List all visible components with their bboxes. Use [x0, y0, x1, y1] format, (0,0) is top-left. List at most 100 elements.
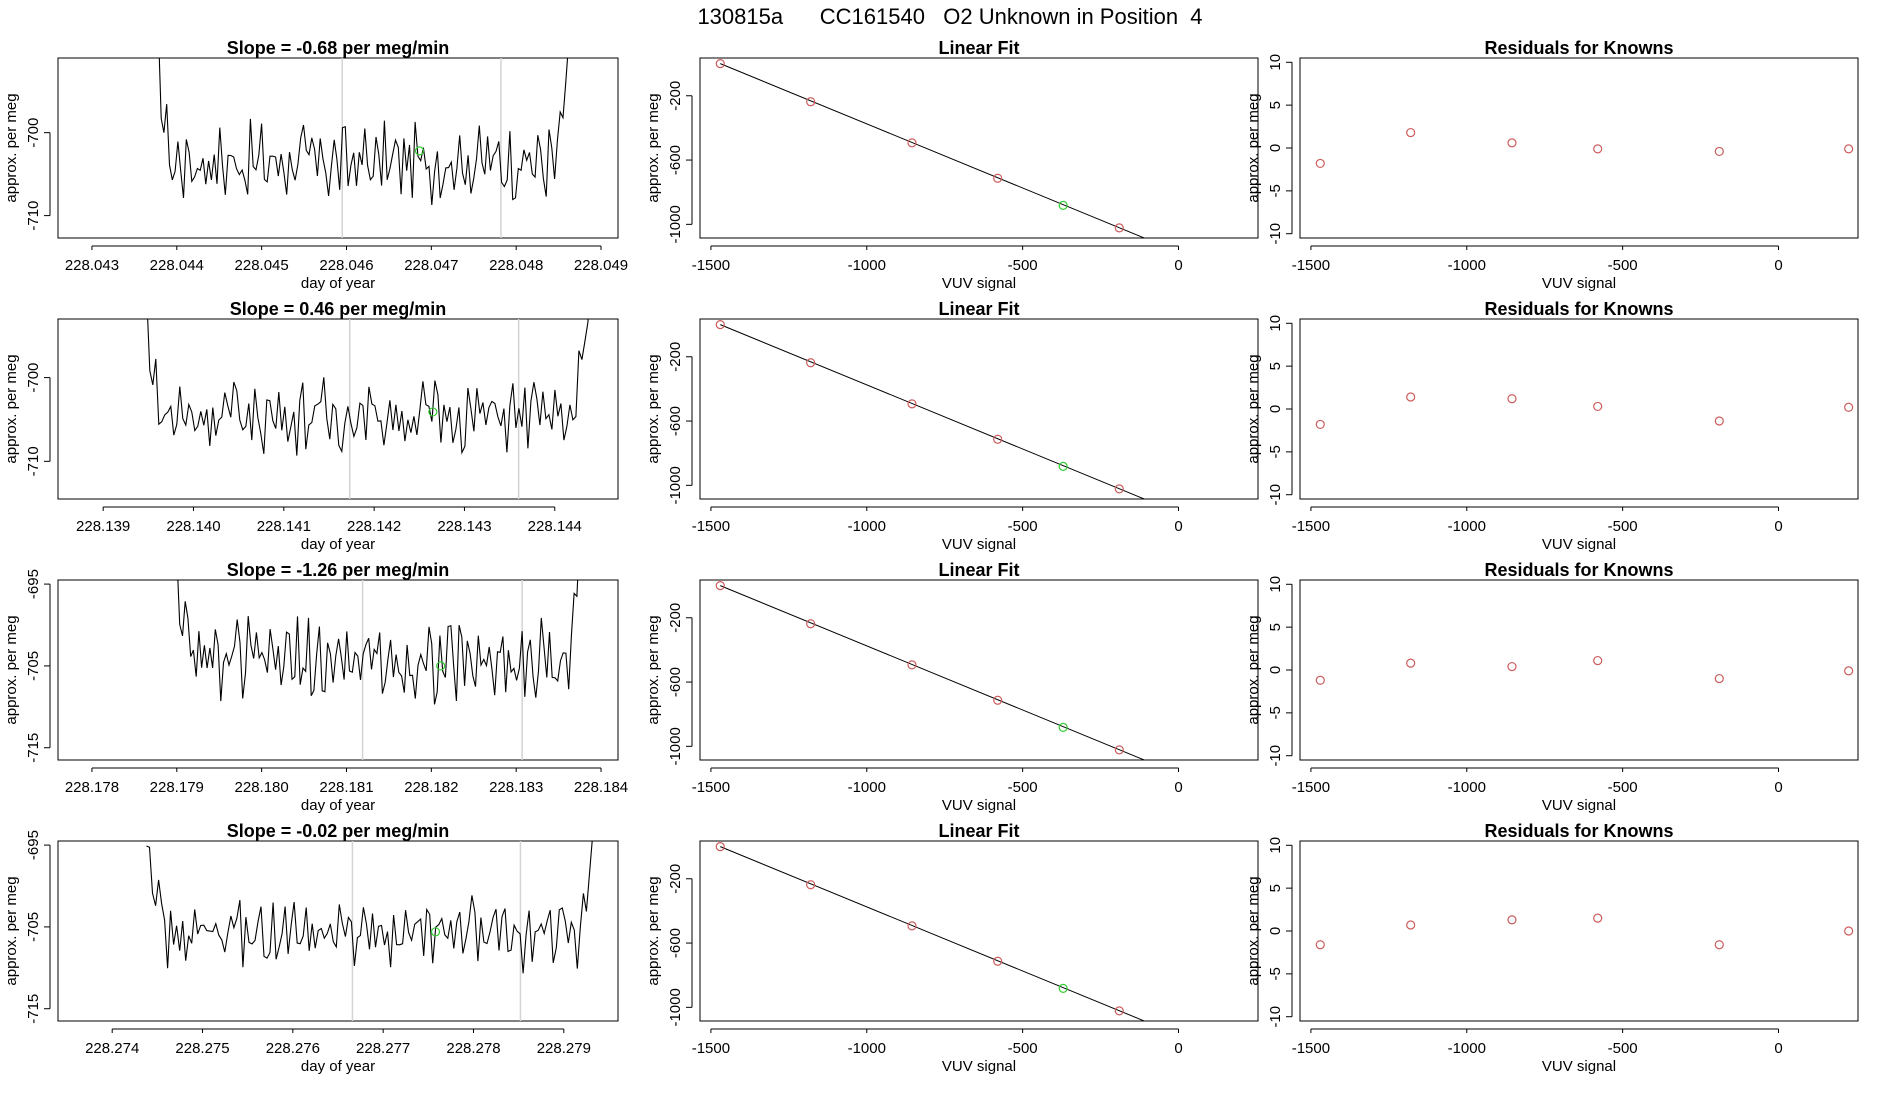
plot-frame: [57, 57, 619, 239]
y-tick-label: -600: [667, 406, 684, 436]
x-axis-label: VUV signal: [1542, 536, 1616, 553]
residual-point: [1593, 144, 1603, 154]
y-axis-label: approx. per meg: [645, 93, 662, 202]
residual-point: [1507, 661, 1517, 672]
x-tick-label: 228.275: [175, 1040, 229, 1057]
x-axis-label: VUV signal: [942, 797, 1016, 814]
x-tick-label: -1500: [1292, 518, 1330, 535]
x-axis: -1500 -1000 -500 0 VUV signal: [1292, 767, 1783, 814]
y-axis: -10 -5 0 5 10 approx. per meg: [1245, 315, 1293, 506]
plot-area: [1315, 127, 1854, 169]
residual-point: [1714, 940, 1724, 950]
x-axis: -1500 -1000 -500 0 VUV signal: [692, 506, 1183, 553]
residuals-panel-row-4: Residuals for Knowns -1500 -1000 -500 0 VUV s…: [1245, 821, 1859, 1075]
x-tick-label: -500: [1608, 518, 1638, 535]
residual-point: [1507, 915, 1517, 925]
residual-point: [1844, 144, 1854, 154]
plot-area: [715, 581, 1146, 760]
plot-frame: [1299, 840, 1859, 1022]
y-axis: -1000 -600 -200 approx. per meg: [645, 342, 693, 505]
x-tick-label: -1500: [1292, 257, 1330, 274]
x-tick-label: -500: [1008, 1040, 1038, 1057]
signal-trace: [177, 580, 579, 705]
known-point: [715, 581, 725, 591]
x-tick-label: 0: [1774, 1040, 1782, 1057]
x-tick-label: 228.142: [347, 518, 401, 535]
y-axis: -10 -5 0 5 10 approx. per meg: [1245, 54, 1293, 245]
y-tick-label: 5: [1267, 884, 1284, 892]
x-tick-label: 0: [1774, 257, 1782, 274]
y-tick-label: 0: [1267, 927, 1284, 935]
known-point: [993, 173, 1003, 183]
y-tick-label: -10: [1267, 745, 1284, 767]
y-axis: -715 -705 -695 approx. per meg: [3, 569, 51, 763]
y-tick-label: -200: [667, 342, 684, 372]
panel-title: Residuals for Knowns: [1484, 38, 1673, 58]
unknown-point: [1058, 722, 1068, 732]
x-axis: -1500 -1000 -500 0 VUV signal: [692, 245, 1183, 292]
known-point: [1114, 484, 1124, 494]
y-tick-label: -700: [25, 363, 42, 393]
x-tick-label: -1000: [1448, 257, 1486, 274]
known-point: [806, 880, 816, 890]
unknown-point: [1058, 983, 1068, 993]
fit-line: [720, 585, 1146, 760]
x-tick-label: 228.047: [404, 257, 458, 274]
x-axis: -1500 -1000 -500 0 VUV signal: [692, 1028, 1183, 1075]
known-point: [907, 660, 917, 670]
plot-frame: [699, 579, 1259, 761]
residual-point: [1844, 402, 1854, 412]
x-tick-label: 0: [1174, 257, 1182, 274]
x-axis: 228.139 228.140 228.141 228.142 228.143 228.1…: [76, 506, 582, 553]
y-tick-label: -705: [25, 912, 42, 942]
x-tick-label: 228.178: [65, 779, 119, 796]
y-tick-label: -5: [1267, 706, 1284, 719]
known-point: [907, 138, 917, 148]
fit-panel-row-2: Linear Fit -1500 -1000 -500 0 VUV signal -1000…: [645, 299, 1259, 553]
x-tick-label: 228.141: [257, 518, 311, 535]
residual-point: [1844, 926, 1854, 936]
x-axis: -1500 -1000 -500 0 VUV signal: [1292, 1028, 1783, 1075]
known-point: [1114, 223, 1124, 233]
x-axis-label: VUV signal: [942, 536, 1016, 553]
y-axis-label: approx. per meg: [645, 615, 662, 724]
y-axis: -1000 -600 -200 approx. per meg: [645, 81, 693, 244]
x-tick-label: 228.139: [76, 518, 130, 535]
y-tick-label: 10: [1267, 54, 1284, 71]
signal-trace: [146, 841, 593, 974]
residual-point: [1507, 394, 1517, 404]
x-axis-label: VUV signal: [1542, 1058, 1616, 1075]
residual-point: [1714, 416, 1724, 426]
x-tick-label: 228.043: [65, 257, 119, 274]
panel-title: Slope = -1.26 per meg/min: [227, 560, 450, 580]
residual-point: [1844, 666, 1854, 676]
fit-panel-row-4: Linear Fit -1500 -1000 -500 0 VUV signal -1000…: [645, 821, 1259, 1075]
x-tick-label: -1000: [1448, 1040, 1486, 1057]
x-tick-label: 228.045: [235, 257, 289, 274]
x-axis: 228.178 228.179 228.180 228.181 228.182 228.1…: [65, 767, 628, 814]
x-axis-label: day of year: [301, 536, 375, 553]
residual-point: [1507, 138, 1517, 148]
y-axis: -1000 -600 -200 approx. per meg: [645, 603, 693, 766]
y-axis: -710 -700 approx. per meg: [3, 93, 51, 231]
x-tick-label: 228.048: [489, 257, 543, 274]
plot-area: [146, 841, 593, 1021]
x-tick-label: 228.180: [235, 779, 289, 796]
x-tick-label: 0: [1174, 779, 1182, 796]
x-tick-label: 228.140: [166, 518, 220, 535]
y-tick-label: -600: [667, 667, 684, 697]
signal-trace: [158, 58, 569, 205]
y-tick-label: -705: [25, 651, 42, 681]
plot-area: [715, 842, 1146, 1021]
x-tick-label: 0: [1774, 518, 1782, 535]
y-tick-label: 0: [1267, 144, 1284, 152]
x-tick-label: 228.276: [266, 1040, 320, 1057]
unknown-point: [414, 146, 425, 156]
y-axis: -710 -700 approx. per meg: [3, 354, 51, 476]
x-tick-label: 228.274: [85, 1040, 139, 1057]
x-axis: -1500 -1000 -500 0 VUV signal: [692, 767, 1183, 814]
known-point: [715, 842, 725, 852]
